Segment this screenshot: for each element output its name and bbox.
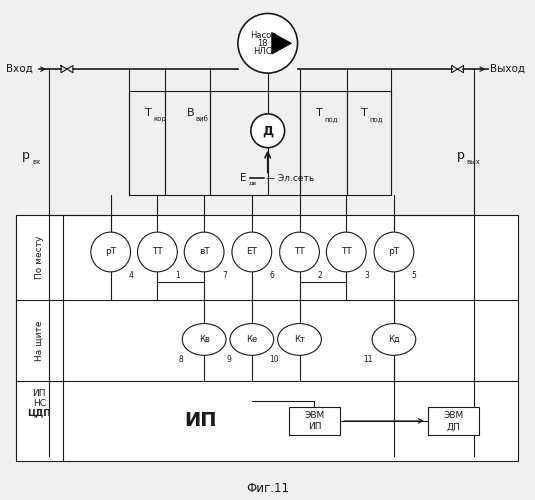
Text: под: под [369,116,383,122]
Ellipse shape [372,324,416,356]
Text: Выход: Выход [490,64,525,74]
Circle shape [280,232,319,272]
Bar [128,91,391,196]
Text: виб: виб [195,116,208,122]
Text: На щите: На щите [35,320,44,360]
Text: ДП: ДП [447,422,461,432]
Bar [427,407,479,435]
Text: 2: 2 [317,271,322,280]
Text: Т: Т [145,108,152,118]
Text: р: р [456,149,464,162]
Text: кор: кор [154,116,166,122]
Text: ИП: ИП [184,412,216,430]
Circle shape [374,232,414,272]
Ellipse shape [278,324,322,356]
Text: ТТ: ТТ [341,248,351,256]
Text: Насос: Насос [250,31,276,40]
Text: ИП: ИП [308,422,321,432]
Text: ЭВМ: ЭВМ [444,412,464,420]
Text: Т: Т [316,108,323,118]
Text: 11: 11 [364,356,373,364]
Circle shape [184,232,224,272]
Text: По месту: По месту [35,236,44,279]
Polygon shape [272,32,292,54]
Text: Вход: Вход [6,64,33,74]
Text: вТ: вТ [198,248,210,256]
Text: под: под [324,116,338,122]
Text: НС: НС [33,398,45,407]
Text: Ке: Ке [246,335,257,344]
Text: 1: 1 [175,271,180,280]
Text: 7: 7 [222,271,227,280]
Text: дв: дв [249,180,257,186]
Circle shape [251,114,285,148]
Text: 3: 3 [364,271,369,280]
Text: ИП: ИП [33,388,46,398]
Ellipse shape [230,324,274,356]
Text: Фиг.11: Фиг.11 [246,482,289,495]
Text: вых: вых [467,158,480,164]
Text: ТТ: ТТ [152,248,163,256]
Text: 8: 8 [179,356,184,364]
Text: НЛС: НЛС [254,46,272,56]
Circle shape [326,232,366,272]
Text: Кв: Кв [198,335,210,344]
Text: Т: Т [361,108,368,118]
Text: Д: Д [262,124,273,137]
Text: 5: 5 [412,271,417,280]
Bar [16,215,518,460]
Text: В: В [186,108,194,118]
Text: вх: вх [32,158,41,164]
Ellipse shape [182,324,226,356]
Circle shape [137,232,177,272]
Text: Кд: Кд [388,335,400,344]
Bar [288,407,340,435]
Text: Е: Е [240,174,246,184]
Text: 4: 4 [128,271,133,280]
Text: ЕТ: ЕТ [246,248,257,256]
Text: 6: 6 [270,271,274,280]
Circle shape [91,232,131,272]
Text: рТ: рТ [388,248,400,256]
Text: 18: 18 [257,39,268,48]
Text: р: р [22,149,30,162]
Circle shape [238,14,297,73]
Text: — Эл.сеть: — Эл.сеть [266,174,314,183]
Text: 10: 10 [269,356,279,364]
Text: ТТ: ТТ [294,248,305,256]
Text: рТ: рТ [105,248,116,256]
Text: ЭВМ: ЭВМ [304,412,325,420]
Text: 9: 9 [226,356,231,364]
Circle shape [232,232,272,272]
Text: ЦДП: ЦДП [27,408,51,418]
Text: Кт: Кт [294,335,305,344]
